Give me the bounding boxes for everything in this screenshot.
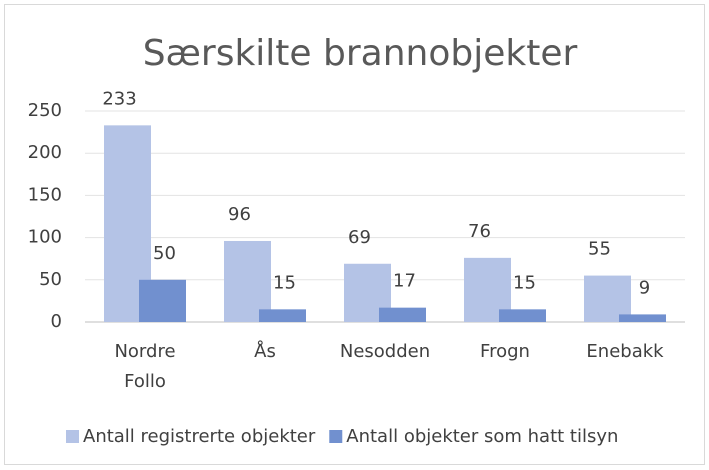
bar — [584, 275, 631, 322]
bar — [379, 307, 426, 322]
data-label: 69 — [348, 227, 371, 248]
x-tick-label: Enebakk — [586, 341, 664, 362]
legend-swatch — [329, 430, 343, 443]
y-tick-label: 150 — [28, 184, 62, 205]
x-tick-label: Frogn — [480, 341, 530, 362]
bar — [139, 279, 186, 322]
bar — [499, 309, 546, 322]
y-tick-label: 50 — [39, 269, 62, 290]
legend-label: Antall registrerte objekter — [83, 426, 316, 447]
data-label: 17 — [393, 271, 416, 292]
bar — [224, 240, 271, 322]
y-tick-label: 100 — [28, 227, 62, 248]
data-label: 55 — [588, 239, 611, 260]
data-label: 50 — [153, 243, 176, 264]
x-tick-label: Nordre Follo — [114, 341, 175, 392]
data-label: 15 — [273, 272, 296, 293]
y-tick-label: 0 — [51, 311, 62, 332]
data-label: 76 — [468, 221, 491, 242]
x-tick-label: Ås — [254, 340, 276, 362]
bar — [619, 314, 666, 322]
legend-swatch — [66, 430, 79, 443]
data-label: 15 — [513, 272, 536, 293]
legend-label: Antall objekter som hatt tilsyn — [346, 426, 618, 447]
x-tick-label: Nesodden — [340, 341, 430, 362]
y-tick-label: 250 — [28, 100, 62, 121]
data-label: 9 — [639, 277, 650, 298]
chart-title: Særskilte brannobjekter — [143, 33, 578, 74]
data-label: 96 — [228, 204, 251, 225]
data-label: 233 — [102, 88, 136, 109]
bar — [259, 309, 306, 322]
y-tick-label: 200 — [28, 142, 62, 163]
